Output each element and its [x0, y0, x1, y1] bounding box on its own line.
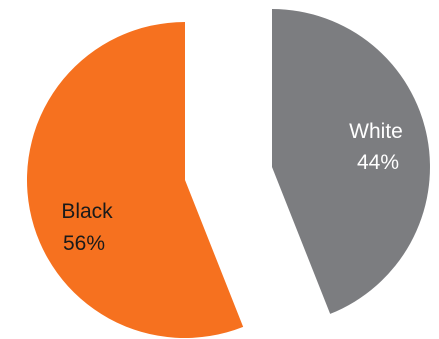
slice-label-black: Black: [61, 200, 113, 223]
slice-value-black: 56%: [63, 232, 105, 255]
slice-label-white: White: [349, 120, 403, 143]
pie-slice-white: [272, 9, 430, 314]
pie-slice-black: [26, 22, 244, 338]
slice-value-white: 44%: [357, 151, 399, 174]
